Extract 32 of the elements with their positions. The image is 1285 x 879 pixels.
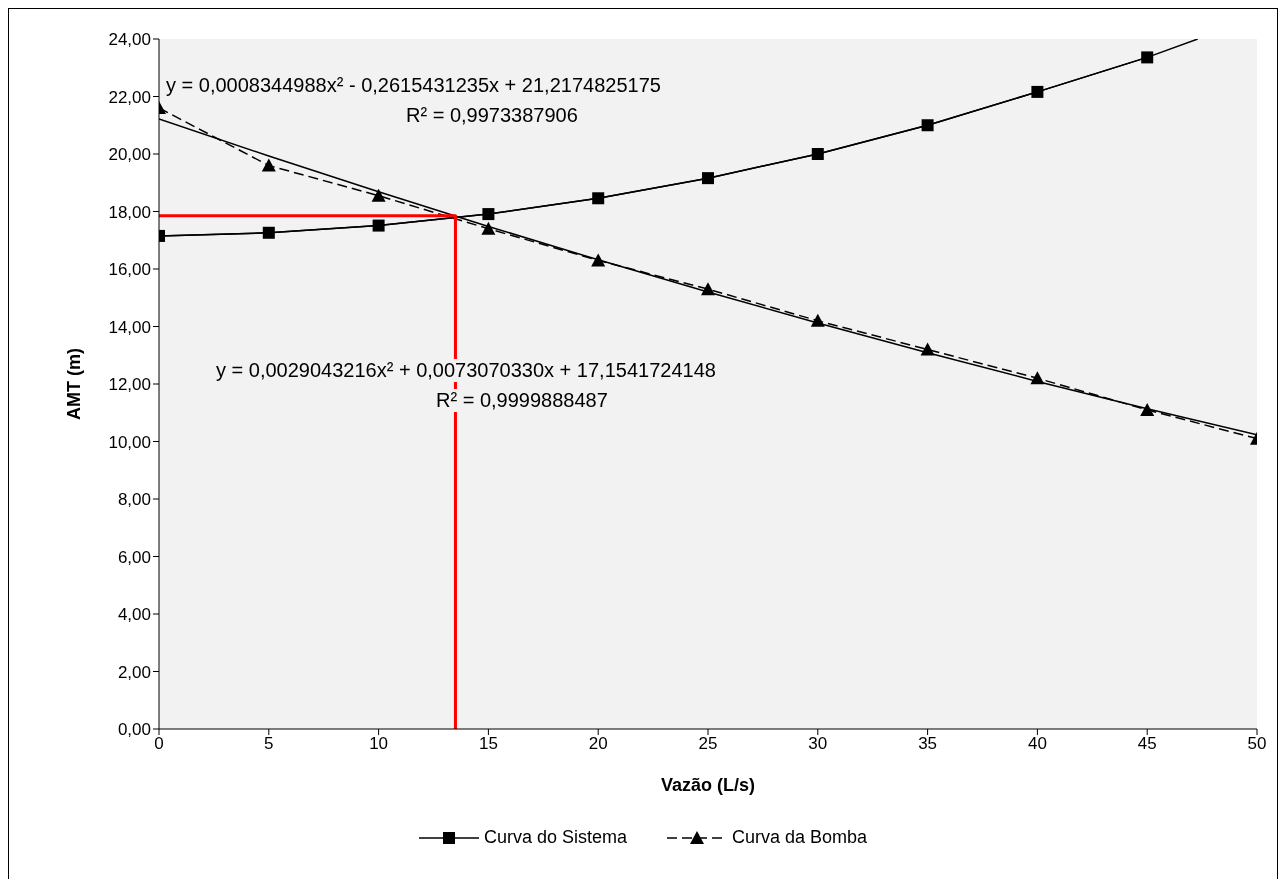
legend-label: Curva da Bomba — [731, 827, 868, 848]
legend-label: Curva do Sistema — [482, 827, 627, 848]
y-tick-label: 6,00 — [117, 547, 151, 567]
y-tick-label: 16,00 — [108, 260, 151, 280]
x-tick-label: 30 — [808, 734, 828, 754]
y-tick-label: 22,00 — [108, 87, 151, 107]
y-tick-label: 24,00 — [108, 30, 151, 50]
x-tick-label: 20 — [588, 734, 608, 754]
y-axis-title: AMT (m) — [64, 348, 85, 420]
y-tick-label: 12,00 — [108, 375, 151, 395]
x-tick-label: 5 — [264, 734, 274, 754]
annotation: y = 0,0029043216x² + 0,0073070330x + 17,1541724148 — [214, 359, 718, 382]
y-tick-label: 18,00 — [108, 202, 151, 222]
x-tick-label: 50 — [1247, 734, 1267, 754]
y-tick-label: 10,00 — [108, 432, 151, 452]
x-tick-label: 25 — [698, 734, 718, 754]
y-tick-label: 0,00 — [117, 720, 151, 740]
y-tick-label: 8,00 — [117, 490, 151, 510]
y-tick-label: 4,00 — [117, 605, 151, 625]
y-tick-label: 14,00 — [108, 317, 151, 337]
x-tick-label: 45 — [1137, 734, 1157, 754]
annotation: y = 0,0008344988x² - 0,2615431235x + 21,2174825175 — [164, 74, 663, 97]
x-tick-label: 0 — [154, 734, 164, 754]
x-axis-title: Vazão (L/s) — [660, 775, 756, 795]
x-tick-label: 40 — [1027, 734, 1047, 754]
annotation: R² = 0,9999888487 — [434, 389, 610, 412]
y-tick-label: 2,00 — [117, 662, 151, 682]
x-tick-label: 10 — [369, 734, 389, 754]
x-tick-label: 15 — [478, 734, 498, 754]
x-tick-label: 35 — [918, 734, 938, 754]
y-tick-label: 20,00 — [108, 145, 151, 165]
annotation: R² = 0,9973387906 — [404, 104, 580, 127]
